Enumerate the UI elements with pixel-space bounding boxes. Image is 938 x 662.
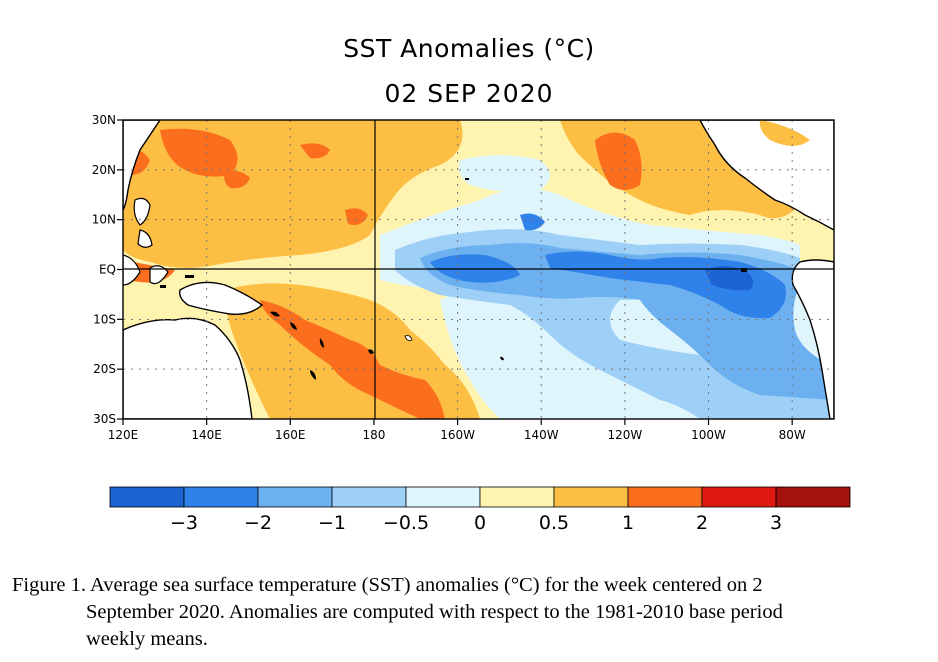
colorbar: −3 −2 −1 −0.5 0 0.5 1 2 3 xyxy=(109,486,851,534)
caption-line-2: September 2020. Anomalies are computed w… xyxy=(86,601,783,623)
lat-tick-label: 10S xyxy=(93,312,116,326)
lat-tick-label: 30N xyxy=(92,113,116,127)
lon-tick-label: 160E xyxy=(275,428,306,442)
colorbar-label: 2 xyxy=(696,512,708,534)
colorbar-swatch xyxy=(775,486,851,508)
lon-tick-label: 100W xyxy=(691,428,726,442)
colorbar-swatch xyxy=(183,486,259,508)
lon-tick-label: 140W xyxy=(524,428,559,442)
axis-ticks: 120E 140E 160E 180 160W 140W 120W 100W 80W 30N 20N… xyxy=(92,113,806,442)
lon-tick-label: 160W xyxy=(440,428,475,442)
lat-tick-label: EQ xyxy=(99,263,116,277)
lon-tick-label: 80W xyxy=(779,428,806,442)
map-title: SST Anomalies (°C) xyxy=(343,34,595,63)
caption-line-3: weekly means. xyxy=(86,628,208,650)
lon-tick-label: 180 xyxy=(362,428,385,442)
colorbar-swatch xyxy=(553,486,629,508)
colorbar-label: 0.5 xyxy=(539,512,569,534)
sst-anomaly-map: 120E 140E 160E 180 160W 140W 120W 100W 80W 30N 20N… xyxy=(92,113,851,534)
colorbar-label: −2 xyxy=(244,512,272,534)
colorbar-swatch xyxy=(479,486,555,508)
colorbar-swatch xyxy=(331,486,407,508)
caption-line-1: Figure 1. Average sea surface temperatur… xyxy=(12,574,763,596)
colorbar-label: −1 xyxy=(318,512,346,534)
colorbar-label: −0.5 xyxy=(383,512,429,534)
colorbar-swatch xyxy=(257,486,333,508)
colorbar-label: −3 xyxy=(170,512,198,534)
lat-tick-label: 20S xyxy=(93,362,116,376)
colorbar-label: 0 xyxy=(474,512,486,534)
colorbar-swatch xyxy=(627,486,703,508)
figure-caption: Figure 1. Average sea surface temperatur… xyxy=(12,572,922,653)
lat-tick-label: 10N xyxy=(92,213,116,227)
colorbar-label: 3 xyxy=(770,512,782,534)
grid-lines xyxy=(123,120,834,419)
colorbar-swatch xyxy=(109,486,185,508)
colorbar-swatch xyxy=(701,486,777,508)
lon-tick-label: 120W xyxy=(607,428,642,442)
lat-tick-label: 20N xyxy=(92,163,116,177)
lon-tick-label: 120E xyxy=(108,428,139,442)
colorbar-label: 1 xyxy=(622,512,634,534)
colorbar-swatch xyxy=(405,486,481,508)
lon-tick-label: 140E xyxy=(191,428,222,442)
lat-tick-label: 30S xyxy=(93,412,116,426)
map-date: 02 SEP 2020 xyxy=(384,79,554,108)
